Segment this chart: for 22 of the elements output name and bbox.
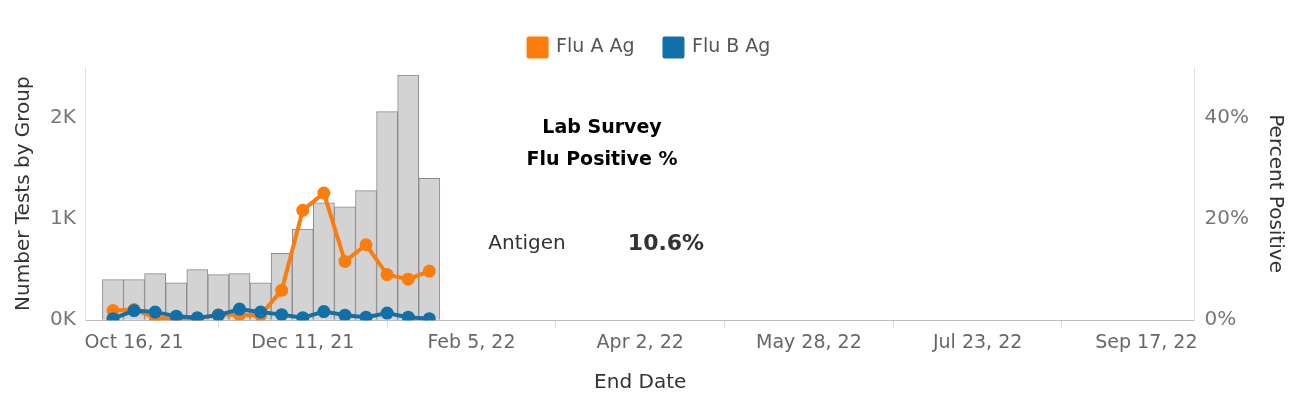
legend-label: Flu B Ag bbox=[691, 34, 771, 57]
x-tick-label: Jul 23, 22 bbox=[931, 329, 1023, 352]
annotation: Lab Survey bbox=[542, 114, 663, 137]
y-tick-label: 0K bbox=[50, 306, 77, 331]
x-axis-title: End Date bbox=[594, 369, 687, 394]
annotation: 10.6% bbox=[627, 229, 705, 255]
y2-tick-label: 0% bbox=[1204, 306, 1237, 331]
x-tick-label: Apr 2, 22 bbox=[596, 329, 684, 352]
y-tick-label: 1K bbox=[50, 205, 77, 230]
y2-tick-label: 40% bbox=[1204, 103, 1249, 128]
y-tick-label: 2K bbox=[50, 103, 77, 128]
y2-tick-label: 20% bbox=[1204, 205, 1249, 230]
y-axis-title: Number Tests by Group bbox=[10, 76, 35, 311]
legend-label: Flu A Ag bbox=[556, 34, 635, 57]
annotation: Antigen bbox=[488, 230, 566, 255]
x-tick-label: May 28, 22 bbox=[756, 329, 862, 352]
x-tick-label: Sep 17, 22 bbox=[1095, 329, 1198, 352]
x-tick-label: Dec 11, 21 bbox=[251, 329, 355, 352]
x-tick-label: Feb 5, 22 bbox=[427, 329, 516, 352]
x-tick-label: Oct 16, 21 bbox=[84, 329, 184, 352]
y2-axis-title: Percent Positive bbox=[1264, 114, 1289, 273]
annotation: Flu Positive % bbox=[526, 146, 678, 169]
